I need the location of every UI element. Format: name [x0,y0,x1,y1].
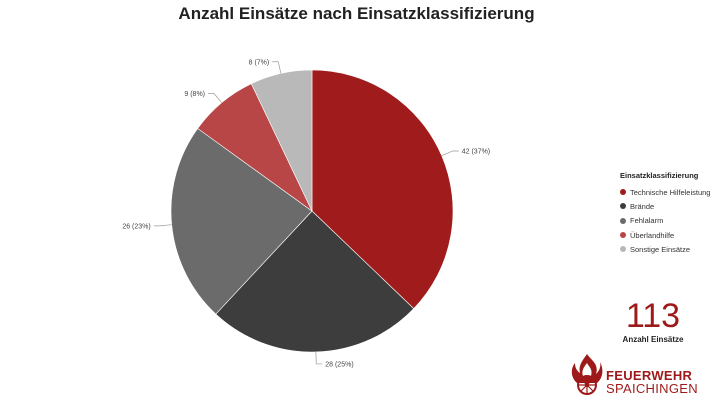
slice-leader-line-4 [208,93,222,103]
logo-city: SPAICHINGEN [606,381,698,396]
kpi-value: 113 [625,297,681,335]
legend-item-3[interactable]: Fehlalarm [620,214,710,228]
slice-leader-line-2 [315,351,323,365]
legend-label: Fehlalarm [630,216,664,226]
legend-marker-icon [620,246,626,253]
legend-item-2[interactable]: Brände [620,199,710,213]
kpi-label: Anzahl Einsätze [622,335,684,344]
slice-data-label-2: 28 (25%) [325,361,353,368]
legend-label: Überlandhilfe [630,230,675,240]
legend-marker-icon [620,217,626,224]
chart-title: Anzahl Einsätze nach Einsatzklassifizier… [178,4,535,23]
slice-data-label-3: 26 (23%) [122,223,150,230]
kpi-card: 113 Anzahl Einsätze [612,298,694,344]
legend-label: Brände [630,201,655,211]
slice-leader-line-1 [441,150,459,157]
legend: Einsatzklassifizierung Technische Hilfel… [620,171,710,256]
legend-label: Sonstige Einsätze [630,244,691,254]
slice-data-label-4: 9 (8%) [184,91,205,98]
legend-marker-icon [620,203,626,210]
slice-data-label-5: 8 (7%) [249,59,270,66]
pie-slice-5 [250,69,313,212]
legend-item-4[interactable]: Überlandhilfe [620,228,710,242]
legend-marker-icon [620,189,626,196]
fire-department-logo: FEUERWEHR SPAICHINGEN [570,350,710,396]
slice-data-label-1: 42 (37%) [462,148,490,155]
slice-leader-line-5 [272,61,282,74]
pie-slice-2 [215,210,415,353]
legend-label: Technische Hilfeleistung [630,187,711,197]
pie-slice-3 [170,128,313,315]
logo-name: FEUERWEHR [606,368,693,383]
legend-item-5[interactable]: Sonstige Einsätze [620,242,710,256]
legend-title: Einsatzklassifizierung [620,171,699,180]
legend-item-1[interactable]: Technische Hilfeleistung [620,185,710,199]
legend-items: Technische Hilfeleistung Brände Fehlalarm Ü… [620,185,710,256]
legend-marker-icon [620,232,626,239]
flame-wheel-icon [571,354,603,395]
slice-leader-line-3 [153,224,172,227]
